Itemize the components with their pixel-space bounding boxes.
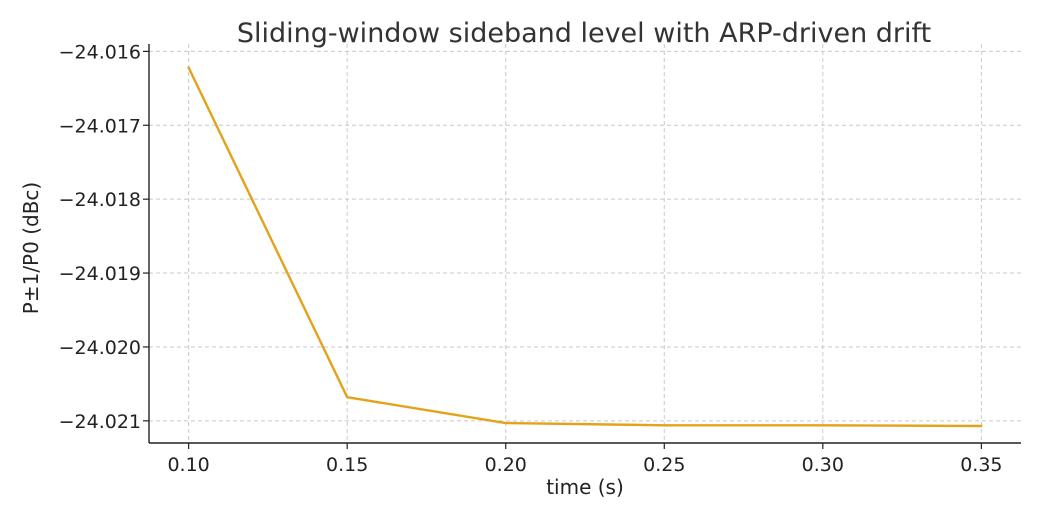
x-tick-label: 0.15 xyxy=(326,454,368,476)
axes xyxy=(143,44,1021,449)
x-tick-label: 0.30 xyxy=(802,454,844,476)
chart-title: Sliding-window sideband level with ARP-d… xyxy=(237,18,931,49)
y-axis-label: P±1/P0 (dBc) xyxy=(19,182,43,314)
series-layer xyxy=(187,66,983,428)
y-tick-label: −24.019 xyxy=(59,263,141,285)
tick-labels: 0.10 0.15 0.20 0.25 0.30 0.35 −24.016 −24.017 −2… xyxy=(59,41,1003,476)
x-tick-label: 0.25 xyxy=(643,454,685,476)
x-tick-label: 0.20 xyxy=(485,454,527,476)
y-tick-label: −24.016 xyxy=(59,41,141,63)
y-tick-label: −24.020 xyxy=(59,337,141,359)
y-tick-label: −24.021 xyxy=(59,411,141,433)
y-tick-label: −24.017 xyxy=(59,115,141,137)
y-tick-label: −24.018 xyxy=(59,189,141,211)
grid xyxy=(149,44,1021,443)
series-line xyxy=(187,66,983,428)
x-axis-label: time (s) xyxy=(546,475,624,499)
x-tick-label: 0.35 xyxy=(960,454,1002,476)
x-tick-label: 0.10 xyxy=(167,454,209,476)
